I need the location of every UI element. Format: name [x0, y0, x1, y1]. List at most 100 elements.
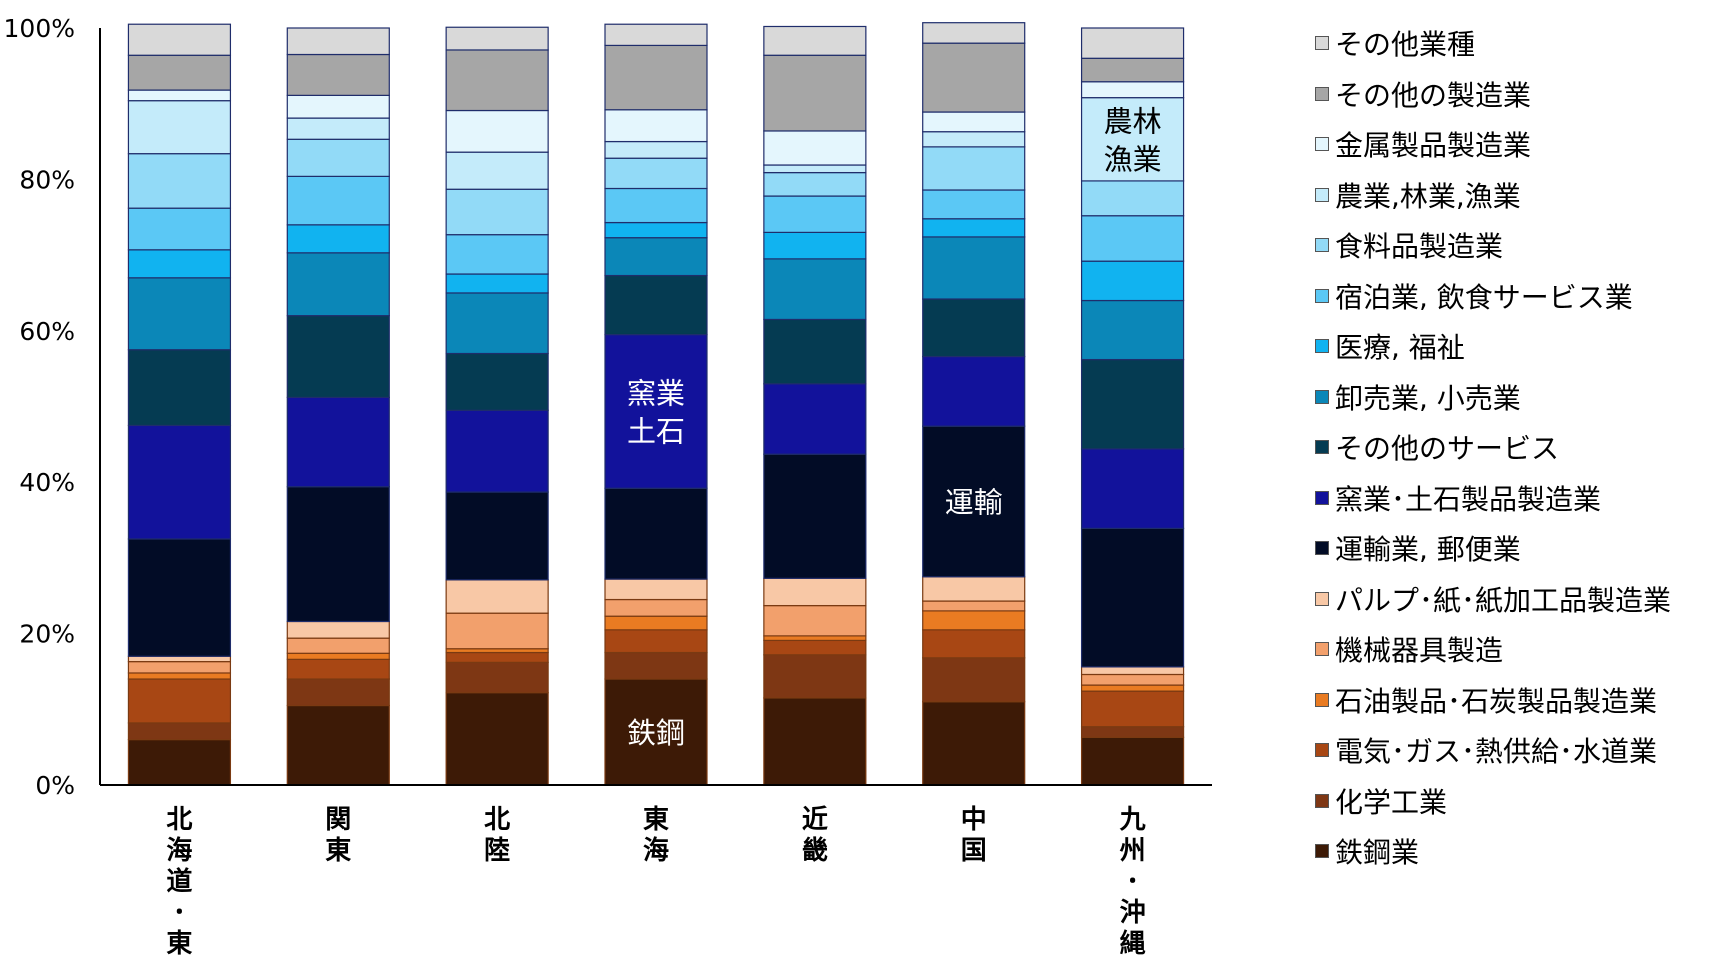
bar-segment [923, 611, 1025, 630]
bar-segment [128, 723, 230, 740]
legend-item: 機械器具製造 [1315, 624, 1671, 675]
bar-segment [764, 196, 866, 232]
bar-segment [764, 640, 866, 654]
y-tick-label: 100% [4, 14, 75, 43]
bar-annotation: 窯業 [627, 376, 685, 410]
bar-segment [1082, 449, 1184, 528]
legend-label: 宿泊業, 飲食サービス業 [1335, 276, 1633, 316]
bar-segment [1082, 685, 1184, 691]
bar-segment [1082, 360, 1184, 449]
bar-segment [287, 316, 389, 398]
bar-segment [1082, 528, 1184, 667]
bar-segment [446, 189, 548, 234]
bar-segment [287, 95, 389, 118]
x-category-label: 陸 [484, 836, 510, 866]
legend-label: 機械器具製造 [1335, 629, 1503, 669]
legend-item: 石油製品･石炭製品製造業 [1315, 675, 1671, 726]
legend-swatch [1315, 87, 1329, 101]
bar-segment [923, 23, 1025, 43]
bar-segment [764, 636, 866, 641]
y-tick-label: 80% [19, 165, 75, 194]
bar-segment [923, 190, 1025, 219]
legend-swatch [1315, 289, 1329, 303]
bar-annotation: 土石 [627, 414, 685, 448]
bar-segment [764, 173, 866, 196]
x-category-label: 海 [643, 836, 669, 866]
bar-segment [605, 110, 707, 142]
bar-segment [446, 653, 548, 663]
bar-segment [287, 679, 389, 705]
legend-item: 医療, 福祉 [1315, 321, 1671, 372]
legend-item: その他業種 [1315, 18, 1671, 69]
legend-swatch [1315, 844, 1329, 858]
bar-segment [1082, 691, 1184, 727]
bar-segment [923, 237, 1025, 299]
bar-segment [923, 147, 1025, 190]
legend-label: その他の製造業 [1335, 74, 1531, 114]
bar-segment [287, 659, 389, 679]
bar-segment [605, 653, 707, 679]
bar-segment [923, 702, 1025, 785]
legend-swatch [1315, 642, 1329, 656]
bar-segment [605, 335, 707, 489]
x-category-label: 道 [166, 866, 192, 897]
bar-segment [923, 658, 1025, 702]
bar-segment [605, 630, 707, 653]
legend-swatch [1315, 238, 1329, 252]
bar-segment [1082, 261, 1184, 300]
bar-segment [287, 28, 389, 54]
legend-item: その他の製造業 [1315, 69, 1671, 120]
y-tick-label: 40% [19, 468, 75, 497]
x-category-label: 縄 [1120, 929, 1146, 957]
bar-segment [446, 152, 548, 189]
bar-segment [605, 142, 707, 159]
bar-segment [605, 579, 707, 599]
bar-segment [446, 274, 548, 293]
bar-segment [128, 662, 230, 673]
bar-segment [128, 539, 230, 656]
bar-segment [446, 235, 548, 274]
legend-swatch [1315, 137, 1329, 151]
bar-segment [1082, 181, 1184, 216]
bar-segment [605, 276, 707, 335]
legend-item: 電気･ガス･熱供給･水道業 [1315, 725, 1671, 776]
bar-segment [128, 90, 230, 101]
bar-segment [128, 425, 230, 539]
bar-segment [1082, 727, 1184, 738]
x-category-label: 海 [166, 836, 192, 866]
bar-segment [446, 111, 548, 153]
x-category-label: 近 [802, 805, 828, 835]
x-category-label: 関 [325, 805, 351, 835]
bar-segment [923, 299, 1025, 357]
legend-label: 卸売業, 小売業 [1335, 377, 1521, 417]
legend-label: その他業種 [1335, 23, 1475, 63]
bar-segment [605, 600, 707, 617]
bar-segment [287, 638, 389, 653]
bar-segment [923, 577, 1025, 601]
bar-segment [764, 131, 866, 165]
bar-segment [1082, 58, 1184, 81]
bar-segment [287, 139, 389, 176]
bar-segment [605, 24, 707, 45]
bar-segment [446, 492, 548, 580]
bar-segment [287, 253, 389, 316]
bar-annotation: 鉄鋼 [627, 716, 685, 750]
stacked-bar-chart: 0%20%40%60%80%100%北海道･東北関東北陸東海近畿中国九州･沖縄農… [0, 0, 1300, 957]
legend-item: パルプ･紙･紙加工品製造業 [1315, 574, 1671, 625]
bar-segment [128, 55, 230, 90]
bar-segment [923, 630, 1025, 658]
bar-segment [764, 606, 866, 636]
x-category-label: 北 [484, 805, 510, 835]
x-category-label: 沖 [1120, 898, 1146, 928]
legend-item: 卸売業, 小売業 [1315, 372, 1671, 423]
legend-label: 窯業･土石製品製造業 [1335, 478, 1601, 518]
bar-segment [923, 601, 1025, 611]
legend-label: 電気･ガス･熱供給･水道業 [1335, 730, 1657, 770]
bar-annotation: 運輸 [945, 486, 1003, 520]
bar-segment [764, 55, 866, 131]
bar-segment [446, 410, 548, 492]
legend-label: 医療, 福祉 [1335, 326, 1465, 366]
bar-segment [605, 488, 707, 579]
bar-segment [287, 621, 389, 638]
bar-segment [1082, 667, 1184, 675]
